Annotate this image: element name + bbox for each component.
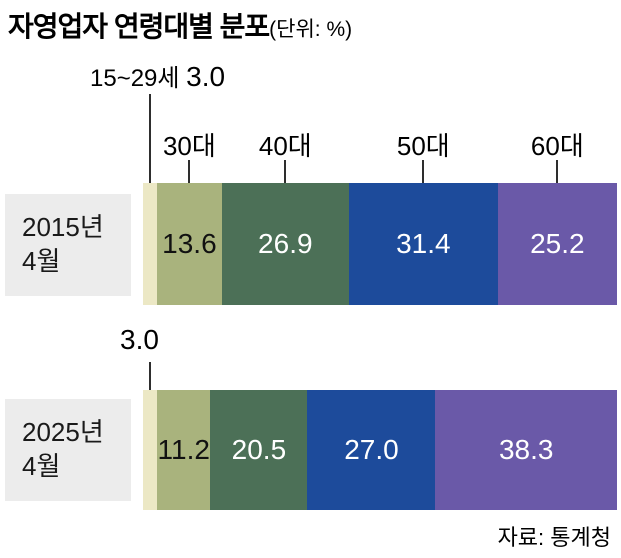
source-label: 자료: 통계청	[497, 525, 611, 550]
segment-value: 20.5	[231, 434, 287, 465]
bar-segment-15~29세	[143, 183, 158, 305]
column-label-60대: 60대	[530, 131, 584, 161]
bar-segment-60대: 25.2	[497, 183, 617, 305]
bar-segment-15~29세	[143, 390, 158, 510]
segment-value: 13.6	[162, 228, 217, 259]
segment-value: 38.3	[498, 434, 554, 465]
segment-value: 27.0	[344, 434, 399, 465]
bar-segment-40대: 20.5	[210, 390, 308, 510]
callout-value-2025: 3.0	[120, 324, 159, 355]
column-label-40대: 40대	[258, 131, 312, 161]
column-label-50대: 50대	[396, 131, 450, 161]
chart-unit-label: (단위: %)	[269, 18, 353, 41]
segment-value: 31.4	[396, 228, 451, 259]
tick-line-40대	[284, 160, 287, 183]
chart-title: 자영업자 연령대별 분포	[8, 11, 270, 42]
callout-age-15-29: 15~29세 3.0	[90, 58, 225, 93]
bar-2025: 11.2 20.5 27.0 38.3	[143, 390, 618, 510]
leader-line-2015	[149, 94, 151, 183]
leader-line-2025	[149, 362, 151, 390]
segment-value: 11.2	[157, 434, 210, 465]
column-label-30대: 30대	[162, 131, 216, 161]
bar-segment-30대: 13.6	[157, 183, 222, 305]
tick-line-60대	[556, 160, 559, 183]
segment-value: 26.9	[258, 228, 313, 259]
bar-segment-30대: 11.2	[157, 390, 211, 510]
row-label-2015: 2015년 4월	[5, 194, 131, 296]
segment-value: 25.2	[530, 228, 585, 259]
chart-title-row: 자영업자 연령대별 분포(단위: %)	[8, 5, 352, 45]
row-label-2025: 2025년 4월	[5, 399, 131, 501]
bar-segment-50대: 27.0	[307, 390, 436, 510]
callout-value-2015: 3.0	[186, 61, 226, 92]
bar-segment-40대: 26.9	[221, 183, 349, 305]
bar-segment-50대: 31.4	[348, 183, 498, 305]
bar-2015: 13.6 26.9 31.4 25.2	[143, 183, 617, 305]
callout-age-label: 15~29세	[90, 65, 180, 92]
tick-line-50대	[422, 160, 425, 183]
tick-line-30대	[188, 160, 191, 183]
bar-segment-60대: 38.3	[435, 390, 618, 510]
